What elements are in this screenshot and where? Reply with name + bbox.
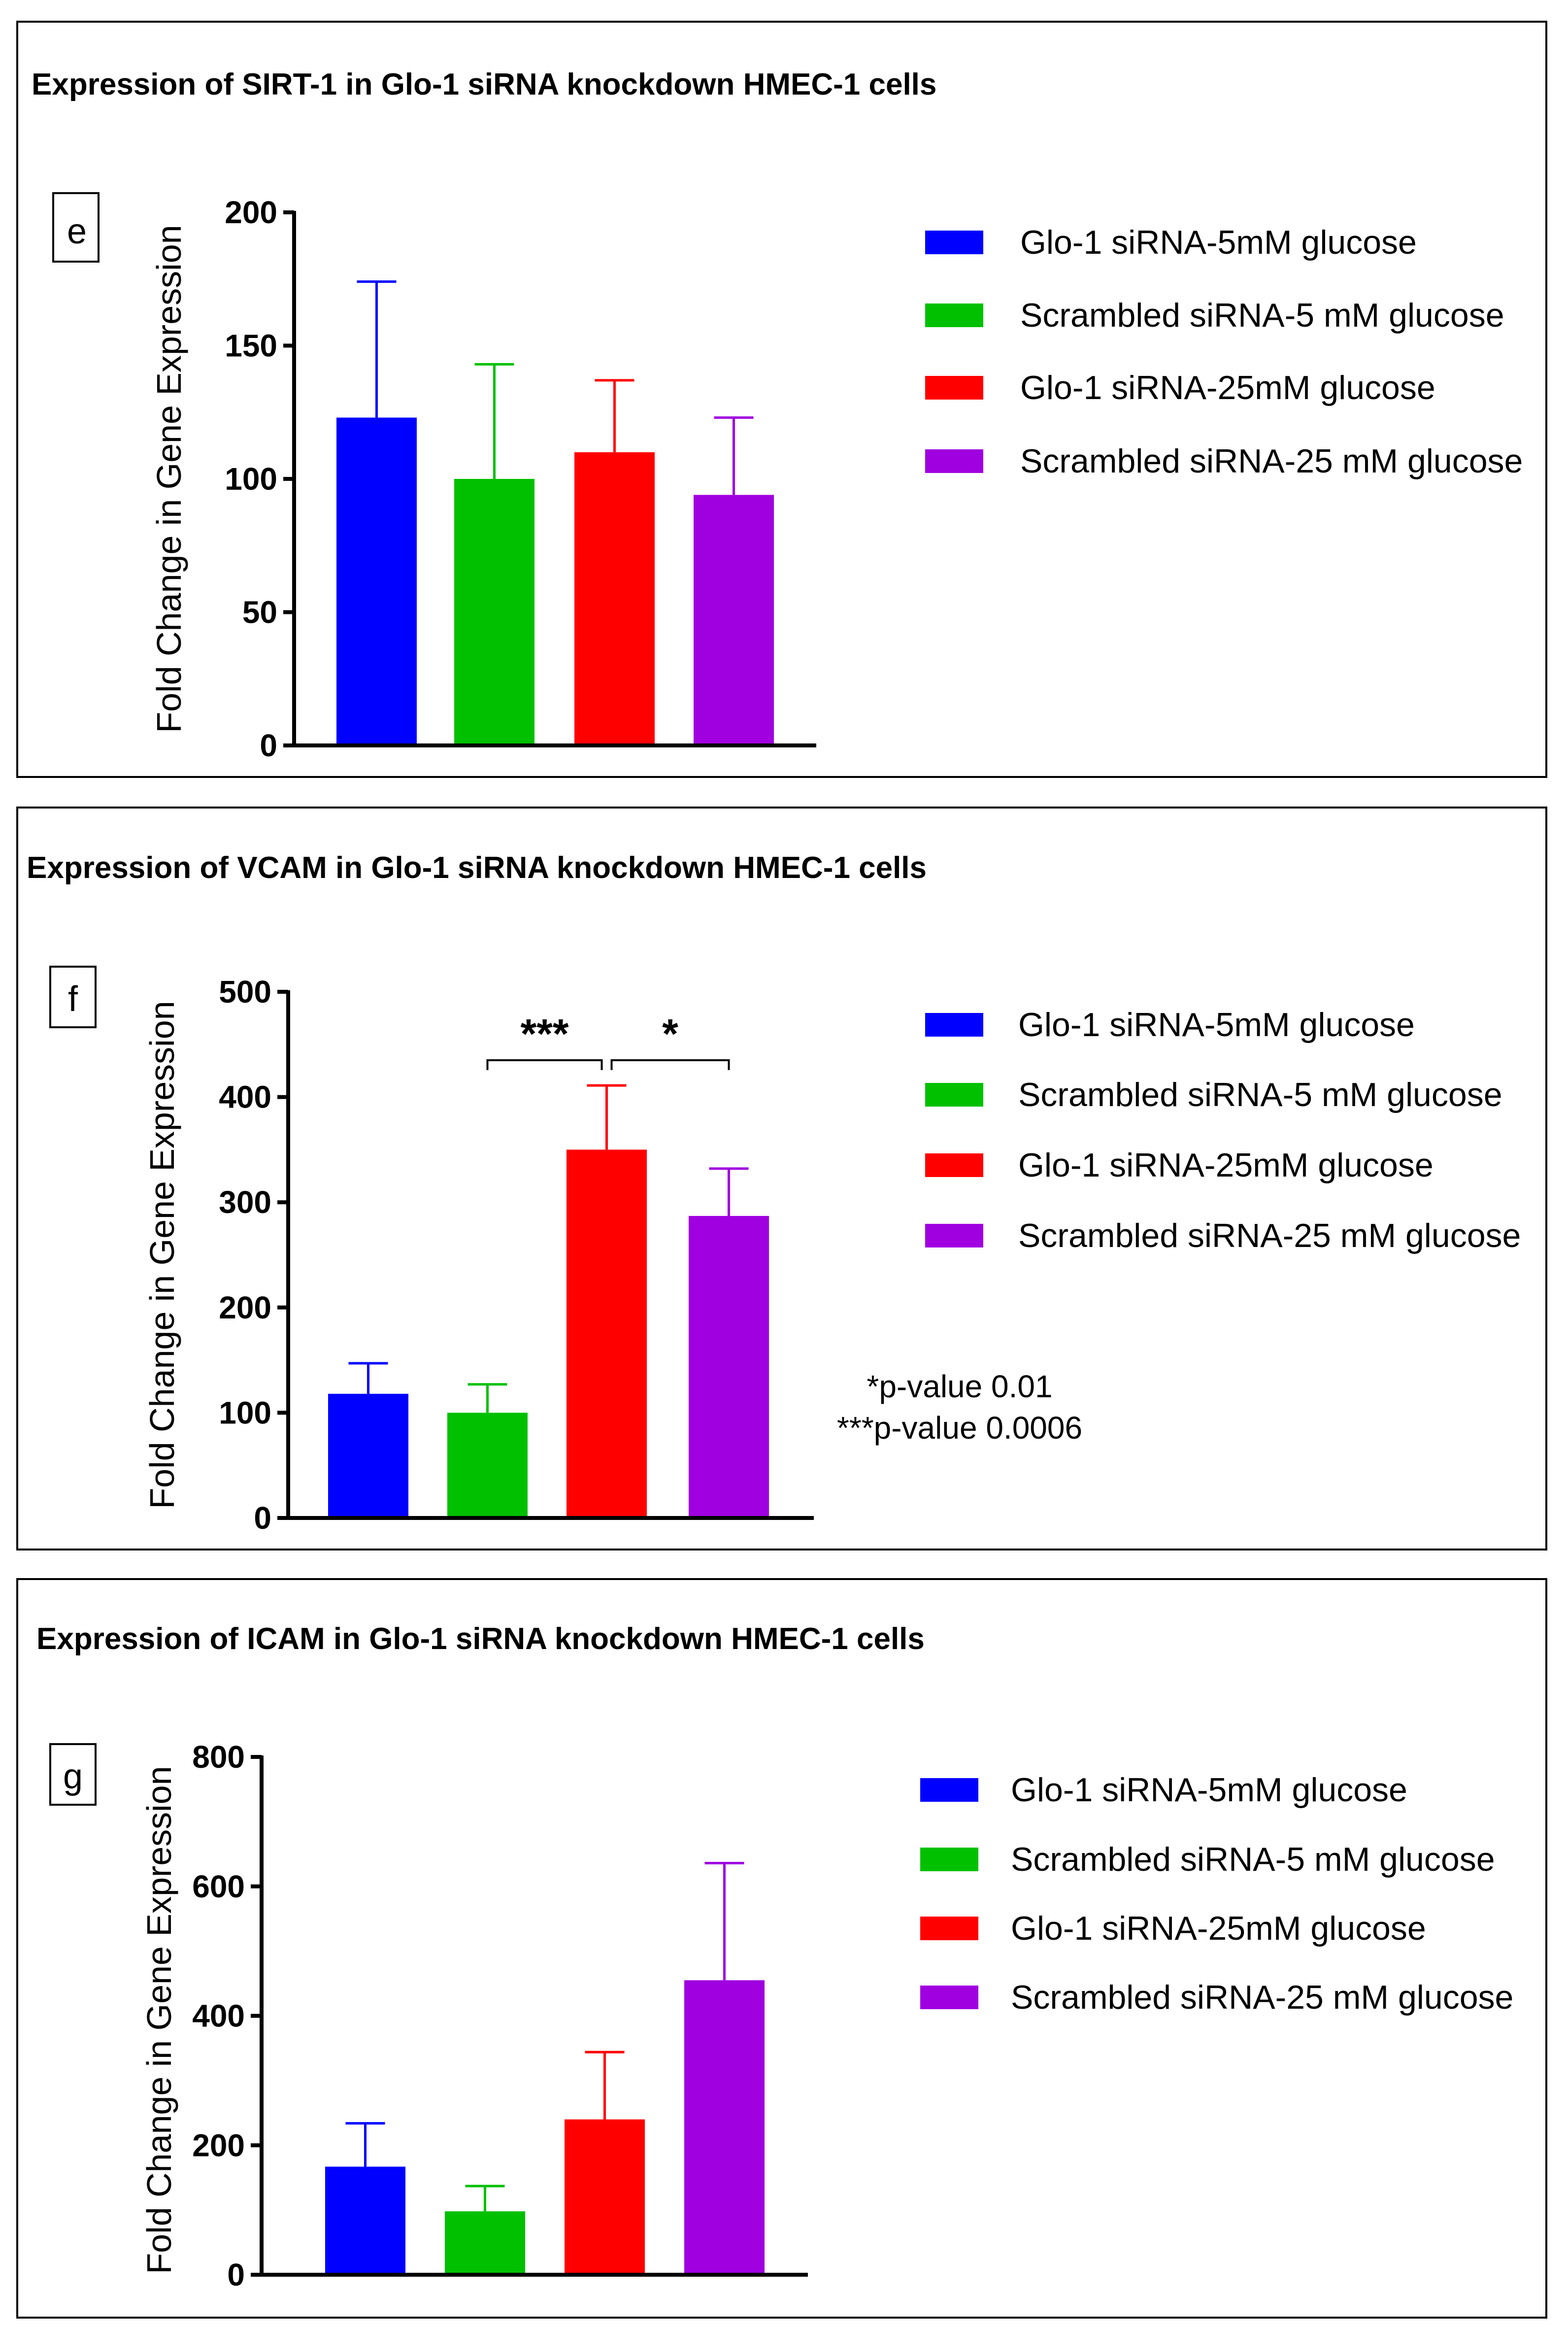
chart0-y-tick-label-0: 0: [260, 728, 277, 763]
chart0-panel-letter: e: [67, 212, 87, 251]
chart1-legend-swatch-0: [925, 1013, 983, 1037]
chart1-significance-label-1: *: [662, 1011, 678, 1057]
chart1-p-value-note-1: ***p-value 0.0006: [837, 1410, 1082, 1446]
chart2-y-axis-label: Fold Change in Gene Expression: [140, 1766, 178, 2274]
chart0-legend-swatch-2: [925, 376, 983, 400]
chart0-bar-0: [336, 417, 417, 745]
chart2-y-tick-label-4: 800: [192, 1739, 245, 1775]
chart1-p-value-note-0: *p-value 0.01: [867, 1369, 1052, 1404]
chart2-y-tick-label-1: 200: [192, 2127, 245, 2163]
chart0-legend-swatch-3: [925, 449, 983, 473]
panel-e-title: Expression of SIRT-1 in Glo-1 siRNA knoc…: [32, 67, 937, 101]
chart2-bar-1: [445, 2211, 525, 2275]
chart0-legend-label-2: Glo-1 siRNA-25mM glucose: [1020, 369, 1435, 406]
chart2-bar-2: [565, 2119, 645, 2275]
chart1-legend-swatch-3: [925, 1224, 983, 1247]
chart1-panel-letter: f: [68, 979, 78, 1019]
chart2-legend-label-1: Scrambled siRNA-5 mM glucose: [1011, 1841, 1495, 1878]
chart0-legend-label-3: Scrambled siRNA-25 mM glucose: [1020, 442, 1523, 480]
chart1-significance-bracket-1: [610, 1059, 730, 1070]
chart2-bar-0: [325, 2166, 405, 2275]
chart1-y-tick-label-1: 100: [219, 1395, 271, 1430]
chart2-legend-swatch-0: [920, 1778, 978, 1802]
chart2-legend-label-2: Glo-1 siRNA-25mM glucose: [1011, 1910, 1426, 1947]
chart2-legend-swatch-3: [920, 1986, 978, 2009]
chart0-legend-swatch-1: [925, 303, 983, 327]
chart2-y-tick-label-0: 0: [227, 2257, 245, 2292]
panel-f-title: Expression of VCAM in Glo-1 siRNA knockd…: [27, 851, 927, 885]
chart0-y-tick-label-2: 100: [225, 461, 277, 497]
chart1-bar-2: [567, 1149, 647, 1518]
chart2-y-tick-label-3: 600: [192, 1869, 245, 1904]
chart0-letter-box: [52, 192, 100, 263]
chart2-legend-label-0: Glo-1 siRNA-5mM glucose: [1011, 1771, 1407, 1809]
chart1-y-tick-label-4: 400: [219, 1079, 271, 1115]
chart1-bar-0: [328, 1393, 408, 1518]
chart1-significance-label-0: ***: [520, 1011, 568, 1057]
chart1-y-tick-label-3: 300: [219, 1184, 271, 1220]
chart0-y-tick-label-1: 50: [242, 595, 277, 630]
chart1-significance-bracket-0: [486, 1059, 603, 1070]
chart1-legend-label-2: Glo-1 siRNA-25mM glucose: [1018, 1146, 1434, 1184]
chart1-legend-label-1: Scrambled siRNA-5 mM glucose: [1018, 1076, 1502, 1113]
chart0-legend-label-1: Scrambled siRNA-5 mM glucose: [1020, 297, 1504, 334]
chart0-legend-swatch-0: [925, 231, 983, 254]
chart2-legend-swatch-2: [920, 1917, 978, 1940]
chart0-y-axis-label: Fold Change in Gene Expression: [150, 225, 188, 733]
chart0-legend-label-0: Glo-1 siRNA-5mM glucose: [1020, 224, 1417, 261]
panel-e: Expression of SIRT-1 in Glo-1 siRNA knoc…: [16, 21, 1547, 778]
chart1-legend-swatch-1: [925, 1083, 983, 1107]
chart0-bar-3: [694, 495, 774, 745]
chart0-bar-1: [454, 479, 534, 745]
panel-g-title: Expression of ICAM in Glo-1 siRNA knockd…: [36, 1622, 925, 1656]
chart1-bar-3: [689, 1215, 769, 1518]
chart2-legend-label-3: Scrambled siRNA-25 mM glucose: [1011, 1979, 1513, 2016]
chart2-letter-box: [49, 1743, 97, 1806]
chart0-y-tick-label-4: 200: [225, 195, 277, 230]
chart0-bar-2: [574, 452, 655, 745]
panel-g: Expression of ICAM in Glo-1 siRNA knockd…: [16, 1578, 1547, 2319]
chart2-bar-3: [684, 1980, 765, 2275]
chart1-legend-label-0: Glo-1 siRNA-5mM glucose: [1018, 1006, 1415, 1044]
panel-f: Expression of VCAM in Glo-1 siRNA knockd…: [16, 807, 1547, 1550]
chart2-y-tick-label-2: 400: [192, 1998, 245, 2034]
chart1-letter-box: [49, 966, 97, 1028]
chart1-y-tick-label-2: 200: [219, 1290, 271, 1325]
chart2-legend-swatch-1: [920, 1848, 978, 1871]
chart1-y-axis-label: Fold Change in Gene Expression: [143, 1001, 181, 1509]
chart1-legend-label-3: Scrambled siRNA-25 mM glucose: [1018, 1217, 1521, 1254]
chart1-legend-swatch-2: [925, 1153, 983, 1177]
chart1-y-tick-label-5: 500: [219, 974, 271, 1010]
chart0-y-tick-label-3: 150: [225, 328, 277, 364]
chart2-panel-letter: g: [63, 1757, 83, 1796]
chart1-y-tick-label-0: 0: [254, 1500, 271, 1536]
chart1-bar-1: [447, 1413, 528, 1518]
